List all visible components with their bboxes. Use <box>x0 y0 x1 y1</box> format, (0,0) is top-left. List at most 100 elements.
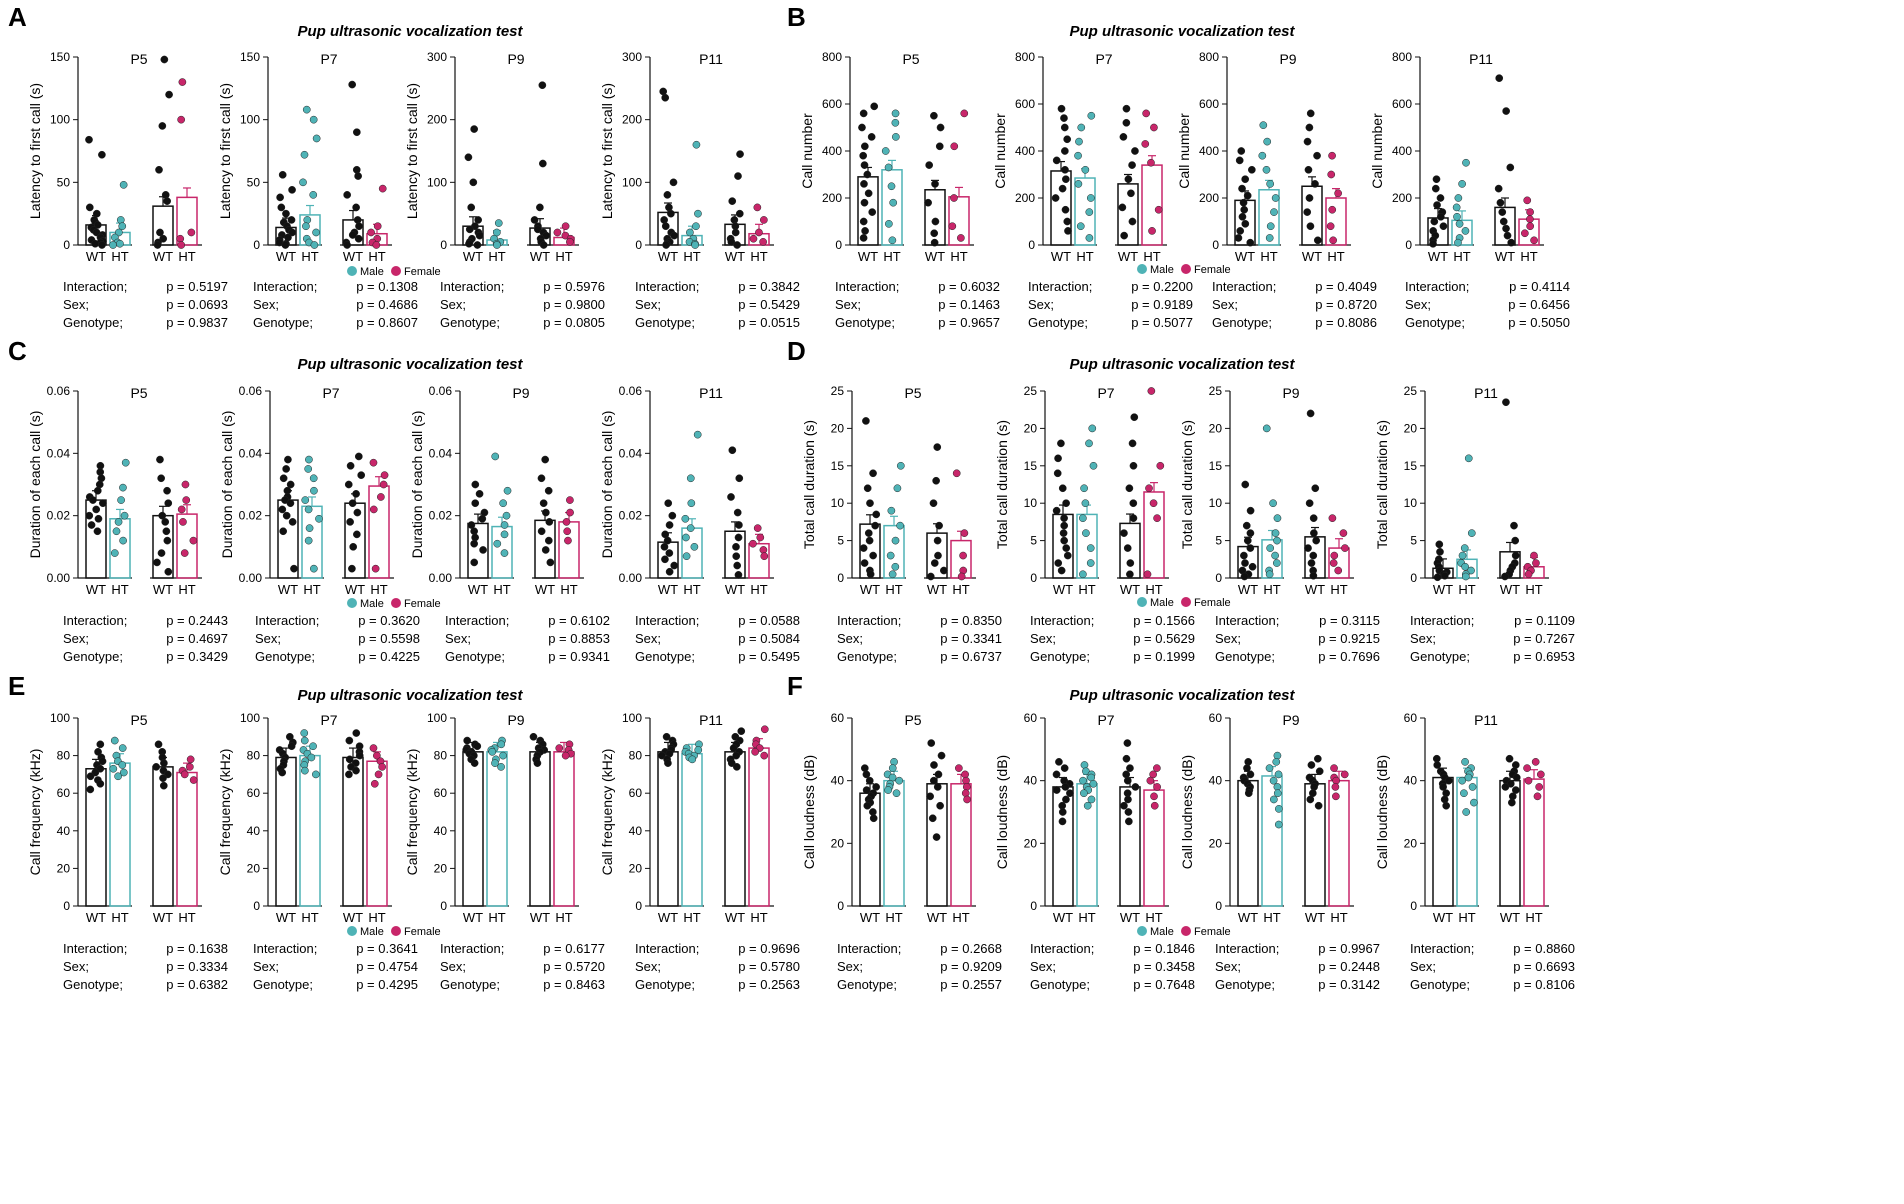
data-point <box>861 227 869 235</box>
data-point <box>1118 203 1127 212</box>
legend-female-marker <box>391 598 401 608</box>
y-tick-label: 150 <box>50 50 70 64</box>
data-point <box>367 228 375 237</box>
data-point <box>287 216 296 224</box>
data-point <box>734 571 743 579</box>
data-point <box>1329 236 1337 245</box>
data-point <box>1461 562 1469 571</box>
x-tick-label: HT <box>560 582 577 597</box>
data-point <box>300 736 309 745</box>
data-point <box>1330 551 1339 560</box>
data-point <box>87 521 96 529</box>
data-point <box>99 499 107 508</box>
y-tick-label: 400 <box>1015 144 1035 158</box>
data-point <box>119 483 127 492</box>
data-point <box>278 505 287 514</box>
data-point <box>950 142 959 151</box>
data-point <box>1454 238 1462 247</box>
x-tick-label: WT <box>1495 249 1515 264</box>
data-point <box>1435 540 1444 549</box>
stat-label-interaction: Interaction; <box>1215 941 1279 956</box>
data-point <box>736 150 744 158</box>
stat-value-genotype: p = 0.1999 <box>1133 649 1195 664</box>
stat-value-interaction: p = 0.9696 <box>738 941 800 956</box>
data-point <box>1272 559 1281 567</box>
plot-c-p9: Duration of each call (s) P9 0.00 0.02 0.04 0… <box>409 384 610 664</box>
data-point <box>1271 194 1280 202</box>
data-point <box>1128 439 1137 448</box>
data-point <box>668 511 677 520</box>
data-point <box>869 551 877 560</box>
data-point <box>287 742 296 751</box>
data-point <box>1303 208 1312 216</box>
data-point <box>865 776 874 785</box>
data-point <box>931 217 940 226</box>
data-point <box>1430 217 1439 226</box>
data-point <box>277 203 286 212</box>
y-tick-label: 0 <box>253 899 260 913</box>
y-tick-label: 0 <box>440 238 447 252</box>
data-point <box>1066 789 1074 798</box>
stat-value-genotype: p = 0.4295 <box>356 977 418 992</box>
stat-label-sex: Sex; <box>440 297 466 312</box>
legend-female-label: Female <box>1194 597 1231 609</box>
plot-title: P11 <box>699 385 723 401</box>
y-tick-label: 40 <box>247 824 261 838</box>
stat-value-interaction: p = 0.3842 <box>738 279 800 294</box>
data-point <box>312 770 320 779</box>
data-point <box>733 561 742 570</box>
plot-a-p11: Latency to first call (s) P11 0 100 200 300 WT… <box>599 50 800 330</box>
y-tick-label: 20 <box>434 861 448 875</box>
data-point <box>885 220 893 228</box>
data-point <box>566 508 574 517</box>
stat-label-sex: Sex; <box>255 631 281 646</box>
data-point <box>1467 529 1476 537</box>
stat-label-sex: Sex; <box>1410 959 1436 974</box>
data-point <box>1307 559 1316 567</box>
data-point <box>1120 801 1128 810</box>
data-point <box>960 529 969 537</box>
stat-value-genotype: p = 0.8463 <box>543 977 605 992</box>
data-point <box>1057 104 1066 113</box>
stat-value-genotype: p = 0.6953 <box>1513 649 1575 664</box>
y-tick-label: 40 <box>1404 774 1418 788</box>
y-tick-label: 0.02 <box>429 509 453 523</box>
y-tick-label: 0.06 <box>429 384 453 398</box>
data-point <box>1526 222 1535 231</box>
data-point <box>370 779 379 788</box>
section-d: D Pup ultrasonic vocalization test Male Fem… <box>787 336 1575 664</box>
data-point <box>369 744 378 752</box>
data-point <box>1464 773 1473 782</box>
data-point <box>734 172 742 180</box>
stat-value-genotype: p = 0.0515 <box>738 315 800 330</box>
x-tick-label: WT <box>1238 910 1258 925</box>
data-point <box>503 486 512 495</box>
data-point <box>154 740 163 749</box>
data-point <box>871 521 880 530</box>
stat-value-genotype: p = 0.9341 <box>548 649 610 664</box>
data-point <box>1052 770 1061 779</box>
x-tick-label: WT <box>658 582 678 597</box>
data-point <box>189 536 198 545</box>
plot-title: P5 <box>130 712 147 728</box>
data-point <box>1076 222 1085 231</box>
data-point <box>352 490 360 498</box>
plot-title: P5 <box>130 385 147 401</box>
data-point <box>1535 783 1544 791</box>
data-point <box>1154 205 1163 214</box>
data-point <box>732 542 740 551</box>
data-point <box>159 781 168 790</box>
data-point <box>156 228 164 237</box>
data-point <box>352 128 361 137</box>
bar <box>486 751 508 907</box>
y-tick-label: 20 <box>1404 421 1418 435</box>
plot-e-p9: Call frequency (kHz) P9 0 20 40 60 80 100 WT HT WT… <box>404 711 605 992</box>
data-point <box>491 759 499 767</box>
data-point <box>1243 191 1252 200</box>
data-point <box>1089 461 1098 470</box>
data-point <box>1054 559 1063 567</box>
stat-label-interaction: Interaction; <box>837 613 901 628</box>
y-tick-label: 0 <box>1215 571 1222 585</box>
legend-female-marker <box>391 266 401 276</box>
data-point <box>345 770 353 779</box>
